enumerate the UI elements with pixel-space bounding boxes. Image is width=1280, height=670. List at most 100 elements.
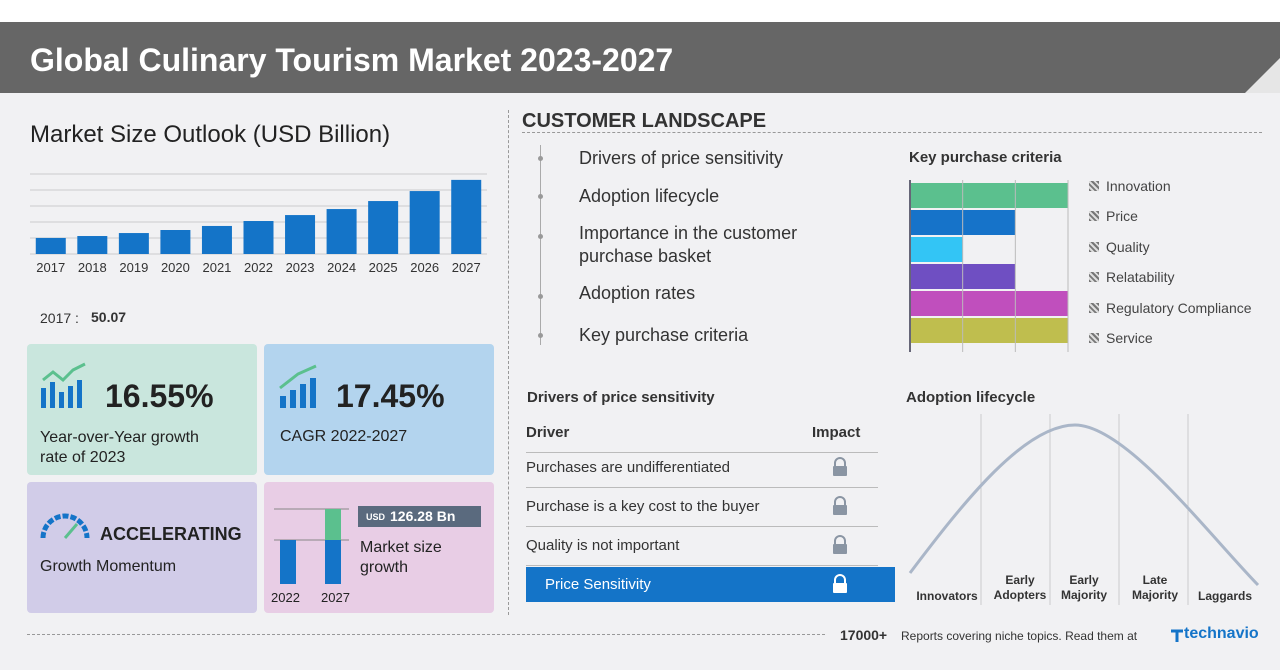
x-tick-label: 2018 [78, 260, 107, 275]
bar-chart: 2017 2018 2019 2020 2021 2022 2023 2024 2025 2026… [30, 173, 487, 275]
table-row: Purchases are undifferentiated [526, 449, 878, 488]
legend-item: Regulatory Compliance [1089, 300, 1252, 316]
stage-label: Early Majority [1060, 573, 1107, 602]
cell: Purchase is a key cost to the buyer [526, 498, 760, 515]
bar [77, 236, 108, 254]
col-header: Driver [526, 424, 570, 441]
lock-icon [833, 457, 847, 476]
cell: Quality is not important [526, 537, 680, 554]
value-badge: USD 126.28 Bn [358, 506, 481, 527]
bar [118, 233, 149, 254]
base-value: 50.07 [91, 309, 127, 325]
table-row: Quality is not important [526, 527, 878, 566]
corner [1245, 58, 1280, 93]
legend-item: Relatability [1089, 269, 1174, 285]
bullet [538, 156, 543, 161]
x-tick-label: 2026 [410, 260, 439, 275]
bullet [538, 234, 543, 239]
bar [451, 179, 482, 254]
rule [27, 634, 825, 635]
legend-item: Quality [1089, 239, 1150, 255]
table-header: Driver Impact [526, 414, 878, 453]
x-tick-label: 2019 [119, 260, 148, 275]
kpi-label: Market size growth [360, 539, 442, 576]
stage-label: Innovators [916, 589, 978, 603]
x-tick-label: 2024 [327, 260, 356, 275]
list-item: Adoption lifecycle [579, 186, 720, 206]
list-item: Key purchase criteria [579, 325, 749, 345]
currency: USD [366, 512, 386, 522]
kpi-yoy: 16.55% Year-over-Year growth rate of 202… [27, 344, 257, 475]
cell: Price Sensitivity [545, 576, 651, 593]
bar [368, 201, 399, 254]
cell: Purchases are undifferentiated [526, 459, 731, 476]
kpi-value: ACCELERATING [100, 524, 242, 544]
header: Global Culinary Tourism Market 2023-2027 [0, 22, 1280, 93]
x-tick-label: 2017 [36, 260, 65, 275]
divider [508, 110, 509, 615]
rule [522, 132, 1262, 133]
x-tick-label: 2021 [202, 260, 231, 275]
bar [35, 237, 66, 254]
logo-mark [1171, 629, 1183, 642]
lock-icon [833, 535, 847, 554]
list-item: Adoption rates [579, 283, 696, 303]
lock-icon [833, 574, 847, 593]
brand: technavio [1184, 625, 1259, 642]
kpi-label: Growth Momentum [40, 558, 177, 575]
legend-item: Price [1089, 208, 1138, 224]
kpi-growth: 2022 2027 USD 126.28 Bn Market size grow… [264, 482, 494, 613]
icon [40, 513, 90, 539]
year-label: 2022 [271, 590, 300, 605]
lock-icon [833, 496, 847, 515]
bar [910, 237, 963, 262]
stage-label: Late Majority [1131, 573, 1178, 602]
col-header: Impact [812, 424, 861, 441]
list-item: Drivers of price sensitivity [579, 148, 784, 168]
bar [201, 225, 232, 254]
table-title: Drivers of price sensitivity [527, 389, 715, 406]
icon [279, 364, 317, 408]
list-item: Importance in the customer purchase bask… [579, 223, 798, 266]
top-strip [0, 0, 1280, 22]
list-line [540, 145, 541, 345]
kpi-value: 126.28 Bn [390, 508, 456, 524]
legend-item: Service [1089, 330, 1153, 346]
section-title: CUSTOMER LANDSCAPE [522, 110, 767, 132]
bar [160, 230, 191, 254]
section-title: Market Size Outlook (USD Billion) [30, 121, 391, 148]
chart-title: Adoption lifecycle [906, 389, 1036, 406]
bar [910, 318, 1068, 343]
lifecycle-curve [908, 414, 1260, 605]
footer-count: 17000+ [840, 627, 888, 643]
stage-label: Laggards [1197, 589, 1252, 603]
x-tick-label: 2023 [286, 260, 315, 275]
bar [285, 215, 316, 254]
x-tick-label: 2025 [369, 260, 398, 275]
year-label: 2027 [321, 590, 350, 605]
bar [910, 183, 1068, 208]
icon [41, 362, 86, 408]
bullet [538, 294, 543, 299]
base-year: 2017 : [40, 310, 79, 326]
footer-text: Reports covering niche topics. Read them… [901, 629, 1138, 643]
chart-title: Key purchase criteria [909, 149, 1062, 166]
kpi-label: Year-over-Year growth rate of 2023 [40, 429, 199, 466]
kpi-label: CAGR 2022-2027 [280, 428, 408, 445]
bar [910, 291, 1068, 316]
x-tick-label: 2027 [452, 260, 481, 275]
bullet [538, 194, 543, 199]
kpi-value: 17.45% [336, 378, 445, 414]
x-tick-label: 2020 [161, 260, 190, 275]
stage-label: Early Adopters [993, 573, 1047, 602]
kpi-value: 16.55% [105, 378, 214, 414]
bar [409, 191, 440, 254]
kpi-cagr: 17.45% CAGR 2022-2027 [264, 344, 494, 475]
table-row: Purchase is a key cost to the buyer [526, 488, 878, 527]
bullet [538, 333, 543, 338]
bar [243, 221, 274, 254]
title: Global Culinary Tourism Market 2023-2027 [30, 42, 674, 78]
icon [274, 508, 349, 584]
x-tick-label: 2022 [244, 260, 273, 275]
